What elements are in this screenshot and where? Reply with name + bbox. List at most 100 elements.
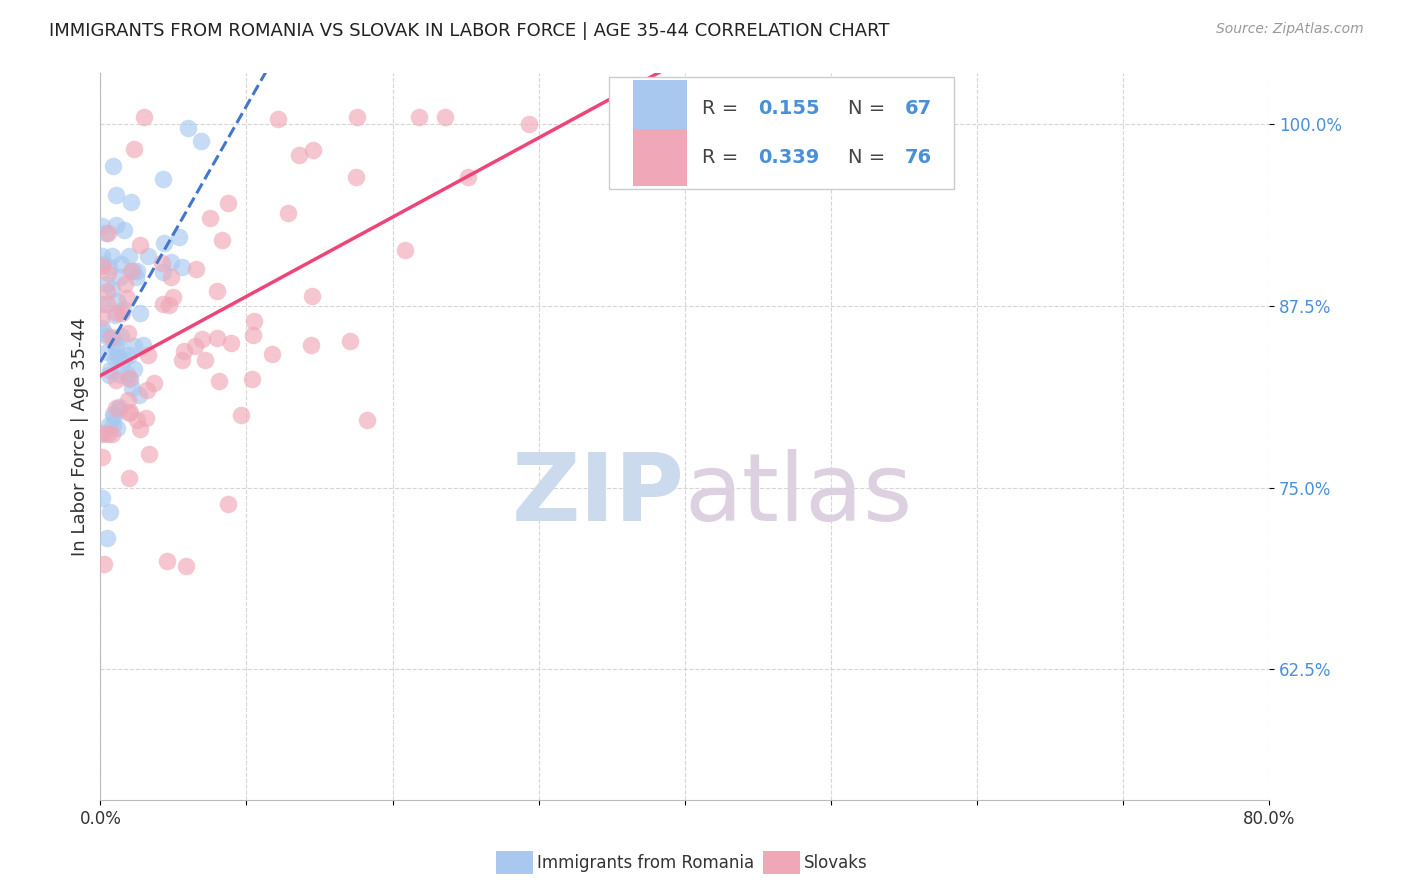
- Point: [219, 335, 242, 350]
- Point: [107, 401, 129, 416]
- Point: [208, 374, 231, 388]
- Point: [107, 421, 129, 435]
- Point: [136, 249, 159, 263]
- Point: [98, 260, 121, 274]
- Point: [105, 401, 128, 415]
- Point: [170, 353, 193, 368]
- Text: Source: ZipAtlas.com: Source: ZipAtlas.com: [1216, 22, 1364, 37]
- Point: [101, 407, 124, 421]
- Point: [96, 227, 118, 241]
- Point: [104, 373, 127, 387]
- Point: [152, 265, 174, 279]
- Point: [122, 362, 145, 376]
- Text: ZIP: ZIP: [512, 449, 685, 541]
- Point: [356, 413, 378, 427]
- Point: [301, 144, 323, 158]
- Point: [98, 505, 121, 519]
- Point: [152, 171, 174, 186]
- Point: [91, 491, 114, 505]
- Point: [150, 256, 173, 270]
- Point: [339, 334, 361, 348]
- Point: [156, 554, 179, 568]
- Text: 76: 76: [904, 148, 932, 167]
- Point: [122, 142, 145, 156]
- Point: [90, 310, 112, 325]
- Point: [90, 260, 112, 274]
- Point: [194, 353, 217, 368]
- Point: [108, 368, 131, 382]
- Point: [132, 338, 155, 352]
- Point: [108, 351, 131, 365]
- Point: [97, 266, 120, 280]
- Point: [96, 345, 118, 359]
- Point: [190, 134, 212, 148]
- Point: [121, 381, 143, 395]
- Point: [93, 557, 115, 571]
- Point: [105, 338, 128, 352]
- Point: [346, 110, 368, 124]
- Point: [142, 376, 165, 391]
- Point: [101, 159, 124, 173]
- FancyBboxPatch shape: [609, 77, 953, 189]
- Point: [118, 348, 141, 362]
- Point: [229, 408, 252, 422]
- Text: R =: R =: [702, 148, 745, 167]
- Point: [96, 426, 118, 441]
- Point: [117, 248, 139, 262]
- Point: [157, 297, 180, 311]
- Point: [184, 339, 207, 353]
- Point: [160, 269, 183, 284]
- Point: [101, 417, 124, 432]
- Point: [167, 230, 190, 244]
- Point: [110, 257, 132, 271]
- Point: [135, 383, 157, 397]
- Point: [394, 244, 416, 258]
- Point: [122, 339, 145, 353]
- Point: [91, 257, 114, 271]
- Text: Immigrants from Romania: Immigrants from Romania: [537, 854, 754, 871]
- Point: [105, 306, 128, 320]
- Point: [104, 308, 127, 322]
- Point: [299, 337, 322, 351]
- Point: [205, 331, 228, 345]
- Point: [242, 328, 264, 343]
- Point: [118, 406, 141, 420]
- Point: [198, 211, 221, 225]
- Text: R =: R =: [702, 99, 745, 119]
- Point: [107, 400, 129, 414]
- Point: [217, 195, 239, 210]
- Point: [301, 289, 323, 303]
- Point: [217, 497, 239, 511]
- Point: [114, 277, 136, 291]
- Point: [110, 328, 132, 343]
- Point: [128, 387, 150, 401]
- Point: [96, 329, 118, 343]
- Point: [115, 368, 138, 382]
- FancyBboxPatch shape: [633, 128, 688, 186]
- Point: [111, 306, 134, 320]
- Point: [132, 110, 155, 124]
- Point: [519, 117, 541, 131]
- Text: Slovaks: Slovaks: [804, 854, 868, 871]
- Point: [101, 282, 124, 296]
- Text: N =: N =: [848, 148, 891, 167]
- Point: [105, 187, 128, 202]
- Point: [135, 410, 157, 425]
- Point: [114, 223, 136, 237]
- Point: [104, 352, 127, 367]
- Point: [288, 148, 311, 162]
- Point: [94, 277, 117, 292]
- Point: [118, 471, 141, 485]
- Point: [120, 194, 142, 209]
- Point: [104, 343, 127, 357]
- Y-axis label: In Labor Force | Age 35-44: In Labor Force | Age 35-44: [72, 318, 89, 556]
- Point: [91, 219, 114, 234]
- Point: [97, 368, 120, 382]
- Text: 0.339: 0.339: [758, 148, 820, 167]
- Point: [107, 350, 129, 364]
- Point: [105, 293, 128, 308]
- Point: [128, 422, 150, 436]
- Point: [344, 169, 367, 184]
- Point: [96, 296, 118, 310]
- Point: [96, 285, 118, 299]
